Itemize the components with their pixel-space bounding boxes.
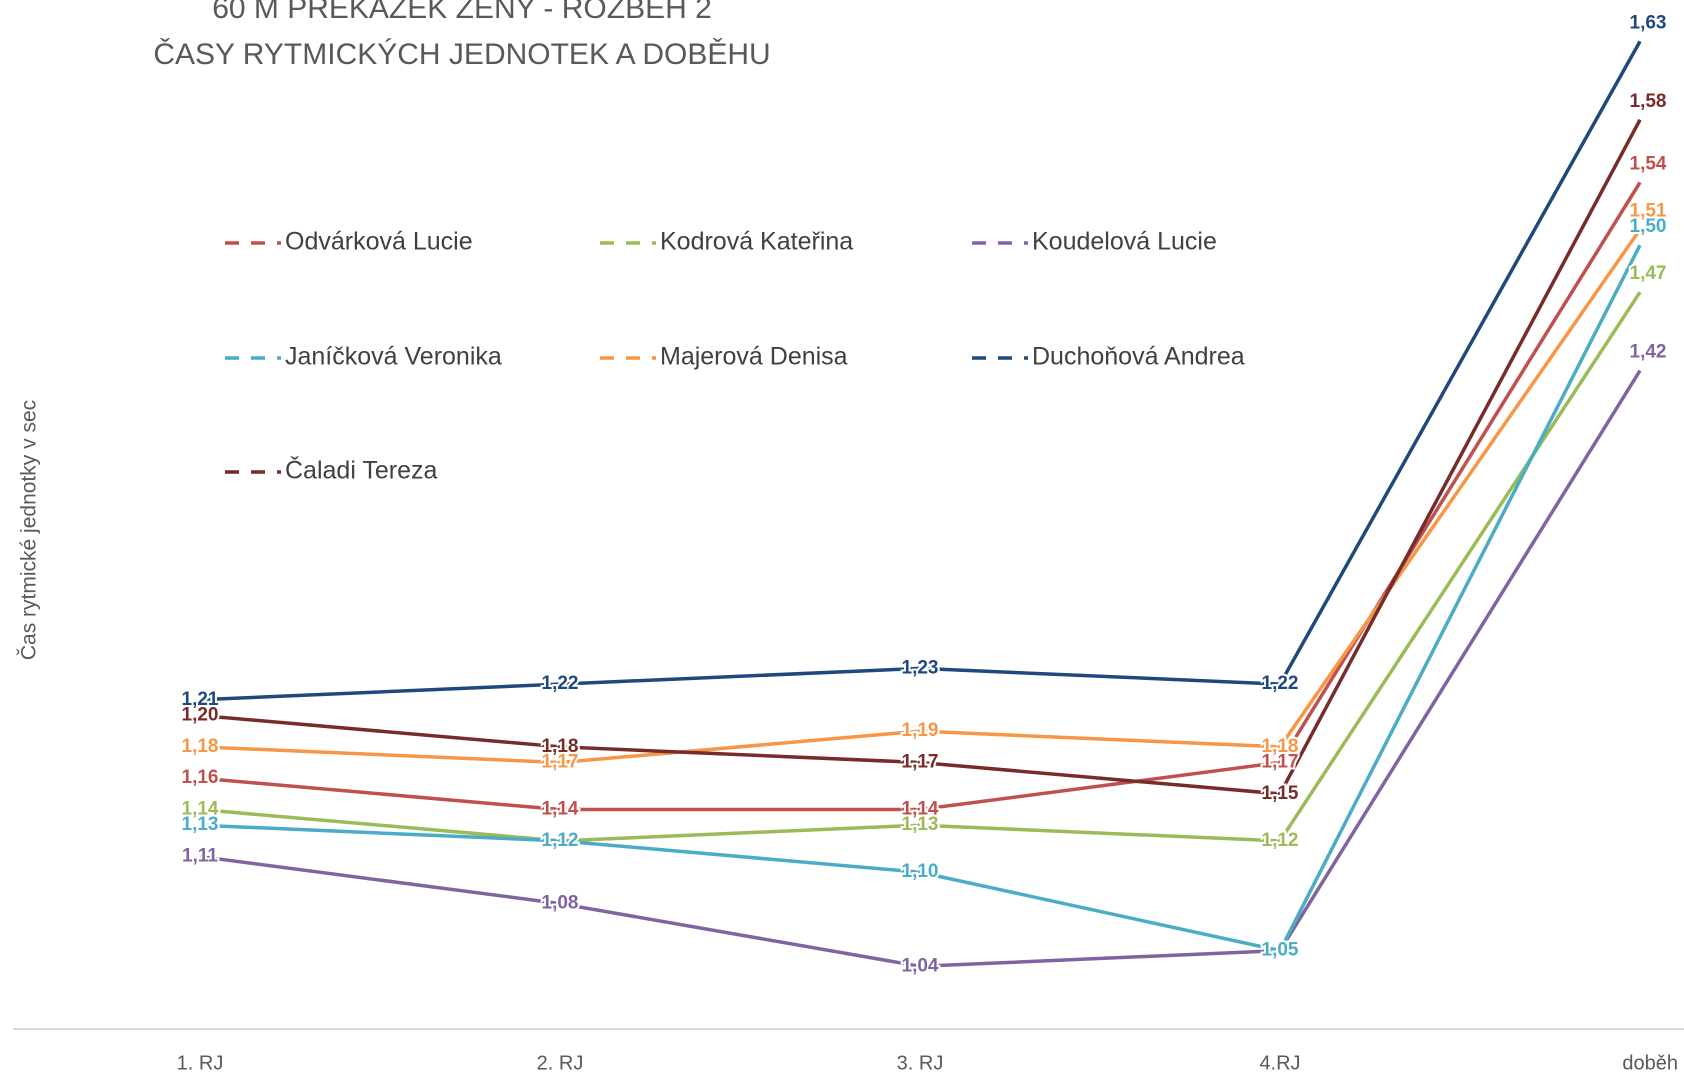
legend-label: Majerová Denisa [660, 343, 848, 371]
data-label: 1,05 [1262, 940, 1299, 961]
data-label: 1,11 [182, 846, 218, 867]
x-tick-label: 3. RJ [897, 1052, 944, 1074]
data-label: 1,63 [1630, 12, 1667, 33]
data-label: 1,42 [1630, 342, 1667, 363]
data-label: 1,18 [542, 736, 579, 757]
series-line [199, 369, 1642, 969]
data-label: 1,23 [902, 657, 939, 678]
data-label: 1,17 [542, 752, 579, 773]
data-label: 1,19 [902, 720, 939, 741]
data-label: 1,05 [1262, 940, 1299, 961]
data-label: 1,21 [182, 689, 219, 710]
data-label: 1,15 [1262, 783, 1299, 804]
data-label: 1,58 [1630, 91, 1667, 112]
series-line [199, 244, 1642, 953]
data-label: 1,47 [1630, 263, 1667, 284]
series-line [199, 40, 1642, 702]
data-label: 1,13 [902, 814, 939, 835]
chart-title: 60 M PŘEKÁŽEK ŽENY - ROZBĚH 2 [212, 0, 712, 25]
data-label: 1,51 [1630, 200, 1667, 221]
data-label: 1,04 [902, 955, 939, 976]
legend-label: Janíčková Veronika [285, 343, 502, 371]
data-label: 1,22 [1262, 673, 1299, 694]
data-label: 1,14 [902, 799, 939, 820]
legend-label: Odvárková Lucie [285, 228, 473, 256]
series-line [199, 118, 1642, 796]
data-label: 1,22 [542, 673, 579, 694]
data-label: 1,18 [1262, 736, 1299, 757]
series-line [199, 228, 1642, 765]
data-label: 1,10 [902, 861, 939, 882]
x-tick-label: 2. RJ [537, 1052, 584, 1074]
data-label: 1,54 [1630, 153, 1667, 174]
legend-label: Koudelová Lucie [1032, 228, 1217, 256]
data-label: 1,50 [1630, 216, 1667, 237]
x-tick-label: 1. RJ [177, 1052, 224, 1074]
x-tick-label: 4.RJ [1259, 1052, 1300, 1074]
x-tick-label: doběh [1622, 1052, 1678, 1074]
legend-label: Kodrová Kateřina [660, 228, 853, 256]
data-label: 1,08 [542, 893, 579, 914]
data-label: 1,14 [542, 799, 579, 820]
legend-label: Duchoňová Andrea [1032, 343, 1245, 371]
data-label: 1,12 [542, 830, 579, 851]
data-label: 1,16 [182, 767, 219, 788]
data-label: 1,20 [182, 704, 219, 725]
data-label: 1,12 [1262, 830, 1299, 851]
legend-label: Čaladi Tereza [285, 456, 438, 485]
data-label: 1,17 [1262, 752, 1299, 773]
data-label: 1,18 [182, 736, 219, 757]
y-axis-label: Čas rytmické jednotky v sec [18, 400, 41, 660]
chart-subtitle: ČASY RYTMICKÝCH JEDNOTEK A DOBĚHU [153, 37, 770, 71]
data-label: 1,17 [902, 752, 939, 773]
series-line [199, 291, 1642, 843]
data-label: 1,12 [542, 830, 579, 851]
data-label: 1,14 [182, 799, 219, 820]
data-label: 1,13 [182, 814, 219, 835]
